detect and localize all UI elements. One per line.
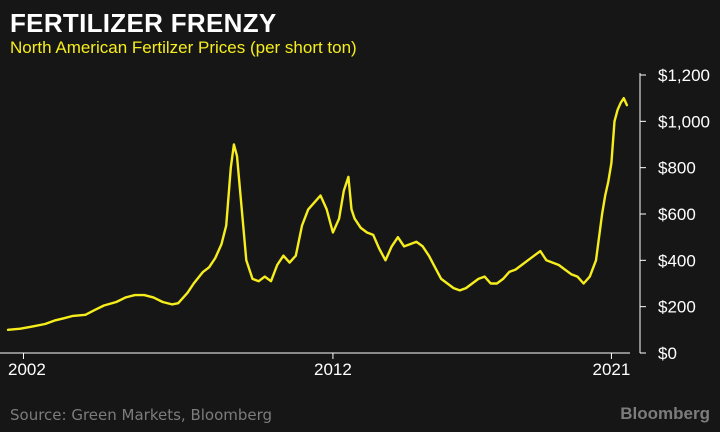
- y-tick-label: $400: [658, 251, 696, 270]
- axes: $0 $200 $400 $600 $800 $1,000 $1,200 2002 2012 20…: [0, 66, 710, 379]
- series-layer: [6, 96, 629, 331]
- y-tick-label: $0: [658, 344, 677, 363]
- brand-logo: Bloomberg: [620, 404, 710, 423]
- chart-subtitle: North American Fertilzer Prices (per sho…: [10, 38, 357, 57]
- x-tick-label: 2012: [314, 360, 352, 379]
- x-tick-label: 2021: [593, 360, 631, 379]
- series-line: [6, 96, 629, 331]
- y-tick-label: $800: [658, 159, 696, 178]
- y-tick-label: $200: [658, 298, 696, 317]
- y-tick-label: $600: [658, 205, 696, 224]
- source-note: Source: Green Markets, Bloomberg: [10, 406, 273, 424]
- chart-title: FERTILIZER FRENZY: [10, 8, 277, 38]
- y-tick-label: $1,200: [658, 66, 710, 85]
- y-tick-label: $1,000: [658, 112, 710, 131]
- x-tick-label: 2002: [8, 360, 46, 379]
